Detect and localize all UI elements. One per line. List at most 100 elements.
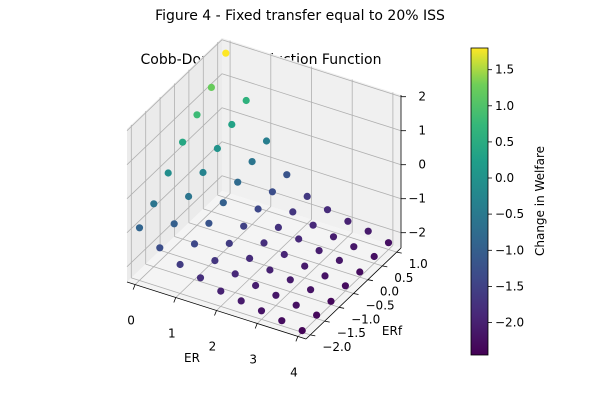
- colorbar-tick-label: 0.0: [495, 171, 514, 185]
- x-tick-mark: [173, 297, 177, 303]
- scatter-point: [268, 188, 276, 196]
- grid-line-z-back: [221, 107, 402, 166]
- figure-title: Figure 4 - Fixed transfer equal to 20% I…: [155, 8, 445, 24]
- scatter-point: [364, 227, 372, 235]
- y-tick-label: 0.0: [380, 285, 399, 299]
- scatter-point: [292, 301, 300, 309]
- y-tick-label: −1.5: [337, 326, 366, 340]
- scatter-point: [150, 200, 158, 208]
- scatter-point: [298, 327, 306, 335]
- y-tick-mark: [382, 265, 388, 268]
- y-tick-mark: [353, 293, 359, 295]
- scatter-point: [254, 205, 262, 213]
- y-tick-label: 0.5: [394, 271, 413, 285]
- x-tick-mark: [254, 323, 258, 329]
- y-tick-mark: [367, 279, 373, 282]
- scatter-points: [135, 49, 393, 335]
- scatter-point: [341, 282, 349, 290]
- scatter-point: [242, 96, 250, 105]
- x-tick-label: 3: [249, 353, 257, 367]
- z-tick-label: −1: [408, 192, 426, 206]
- scatter-point: [228, 120, 236, 129]
- grid-line-y-floor: [131, 277, 311, 336]
- x-tick-label: 4: [290, 365, 298, 379]
- scatter-point: [344, 217, 352, 225]
- scatter-point: [185, 192, 193, 201]
- scatter-point: [295, 235, 303, 243]
- scatter-point: [217, 287, 225, 295]
- x-tick-label: 0: [127, 314, 135, 328]
- colorbar-ticks: −2.0 −1.5 −1.0 −0.5 0.0 0.5 1.0 1.5: [488, 63, 524, 330]
- scatter-point: [274, 223, 282, 231]
- colorbar-tick-label: −2.0: [495, 316, 524, 330]
- scatter-point: [156, 244, 164, 252]
- scatter-point: [199, 168, 207, 177]
- scatter-point: [222, 49, 230, 57]
- scatter-point: [280, 250, 288, 259]
- scatter-point: [315, 247, 323, 255]
- scatter-point: [283, 171, 291, 179]
- colorbar-tick-label: 0.5: [495, 135, 514, 149]
- y-tick-mark: [310, 334, 316, 337]
- grid-line-y-floor: [145, 263, 325, 322]
- grid-line-y-floor: [217, 194, 397, 253]
- grid-line-y-floor: [159, 249, 340, 308]
- scatter-point: [246, 254, 254, 262]
- grid-line-y-floor: [174, 236, 354, 294]
- x-tick-mark: [295, 336, 299, 342]
- grid-line-z-side: [126, 107, 223, 199]
- grid-line-y-floor: [203, 208, 383, 267]
- y-tick-label: −1.0: [351, 312, 380, 326]
- scatter-point: [313, 311, 321, 319]
- scatter-point: [205, 219, 213, 227]
- scatter-point: [176, 260, 184, 269]
- scatter-point: [278, 317, 286, 325]
- colorbar-tick-label: 1.0: [495, 99, 514, 113]
- scatter-point: [289, 208, 297, 216]
- colorbar-tick-label: −1.5: [495, 279, 524, 293]
- colorbar-tick-label: 1.5: [495, 63, 514, 77]
- grid-line-z-back: [221, 141, 402, 200]
- scatter-point: [219, 199, 227, 207]
- scatter-point: [234, 178, 242, 186]
- scatter-point: [260, 239, 268, 247]
- y-tick-label: −2.0: [322, 340, 351, 354]
- scatter-point: [211, 257, 219, 265]
- scatter-point: [329, 233, 338, 241]
- y-tick-mark: [396, 251, 402, 254]
- z-tick-label: 2: [418, 90, 426, 104]
- grid-line-z-side: [126, 73, 223, 165]
- scatter-point: [370, 252, 378, 261]
- scatter-point: [225, 239, 233, 247]
- scatter-point: [262, 137, 271, 145]
- z-tick-label: −2: [408, 226, 426, 240]
- scatter-point: [327, 297, 335, 305]
- x-tick-label: 1: [168, 327, 176, 341]
- scatter-point: [164, 169, 172, 177]
- scatter-point: [179, 138, 187, 146]
- scatter-point: [335, 256, 343, 264]
- grid-line-y-floor: [188, 222, 369, 281]
- scatter-point: [350, 243, 358, 251]
- scatter-point: [193, 111, 201, 119]
- scatter-point: [231, 270, 239, 278]
- scatter-point: [272, 291, 280, 299]
- scatter-point: [303, 192, 311, 200]
- y-axis-label: ERf: [382, 324, 403, 338]
- y-tick-mark: [324, 320, 330, 323]
- scatter-point: [213, 144, 221, 153]
- y-tick-label: 1.0: [409, 257, 428, 271]
- scatter-point: [190, 240, 199, 248]
- scatter-point: [240, 222, 248, 230]
- colorbar-label: Change in Welfare: [533, 146, 547, 256]
- axes-ticks: 0 1 2 3 4 −2.0−1.5−1.0−0.50.00.51.0 −2 −1 0 1 2: [127, 90, 428, 380]
- x-tick-mark: [132, 284, 136, 290]
- x-tick-label: 2: [209, 340, 217, 354]
- scatter-point: [384, 239, 393, 247]
- scatter-point: [207, 83, 215, 91]
- grid-line-z-back: [221, 175, 402, 234]
- scatter-point: [170, 220, 178, 228]
- scatter-point: [356, 268, 364, 276]
- scatter-point: [286, 276, 294, 284]
